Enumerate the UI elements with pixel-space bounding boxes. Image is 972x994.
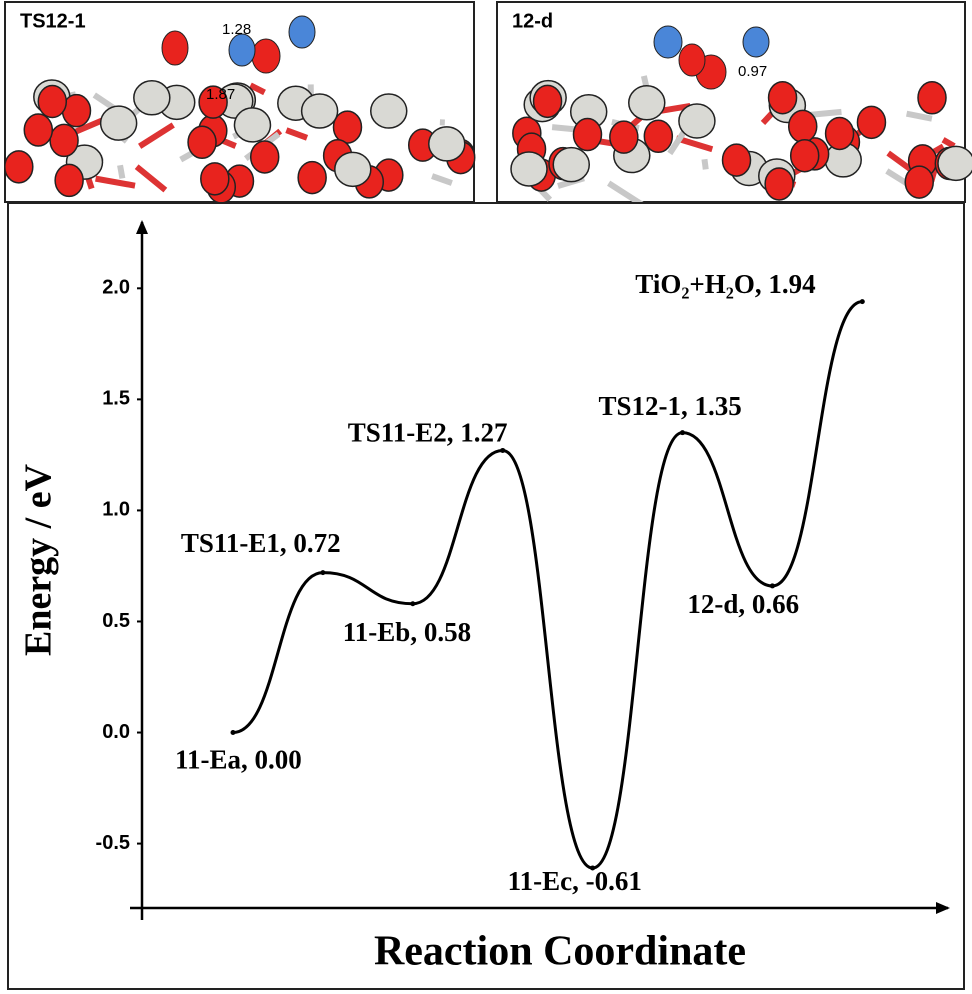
y-tick-label: 2.0 [102, 277, 130, 299]
bond [95, 175, 136, 189]
atom [300, 93, 339, 129]
data-label: 12-d, 0.66 [687, 589, 799, 619]
chart-frame [7, 202, 965, 990]
y-axis-label: Energy / eV [18, 463, 60, 656]
atom [678, 103, 716, 139]
point [680, 430, 685, 436]
distance-label: 0.97 [738, 63, 767, 80]
bond [138, 122, 175, 149]
atom [428, 126, 466, 162]
structure-panel: 12-d 0.97 [496, 1, 972, 209]
atom [198, 85, 228, 119]
atom [653, 25, 683, 59]
atom [251, 38, 281, 74]
structure-panel: TS12-1 1.28 1.87 [4, 1, 476, 204]
atom [904, 165, 934, 199]
atom [99, 105, 138, 141]
atom [334, 151, 372, 188]
y-tick-label: 0.0 [102, 721, 130, 743]
atom [228, 33, 256, 67]
bond [431, 173, 453, 186]
data-label: 11-Ea, 0.00 [175, 745, 302, 775]
data-label: TS11-E2, 1.27 [348, 418, 508, 448]
atom [764, 167, 794, 201]
atom [628, 85, 666, 121]
bond [134, 164, 168, 193]
plot-area: 2.0 1.5 1.0 0.5 0.0 -0.5 11-Ea, 0.00 TS11-E1, 0… [96, 269, 865, 896]
data-label: TS11-E1, 0.72 [181, 528, 341, 558]
point [410, 601, 416, 607]
distance-label: 1.87 [206, 86, 235, 103]
bond [667, 127, 689, 156]
atom [609, 120, 639, 154]
panel-title: 12-d [512, 10, 553, 32]
atom [510, 151, 548, 187]
atom [37, 84, 68, 119]
structure-image [4, 15, 476, 204]
structure-image [510, 25, 972, 209]
atom [643, 119, 674, 154]
atom [917, 81, 947, 115]
y-tick-label: 1.0 [102, 499, 130, 521]
atom [297, 160, 327, 195]
y-tick-label: 0.5 [102, 610, 130, 632]
distance-label: 1.28 [222, 21, 251, 38]
point [859, 299, 865, 305]
atom [787, 109, 818, 144]
atom [200, 162, 230, 196]
bond [941, 137, 956, 149]
bond [675, 135, 714, 153]
data-label: TiO₂+H₂O, 1.94 [635, 269, 815, 299]
atom [288, 15, 316, 49]
point [769, 583, 775, 589]
atom [824, 116, 855, 151]
atom [54, 163, 84, 198]
atom [721, 143, 752, 177]
y-tick-label: 1.5 [102, 388, 130, 410]
atom [742, 26, 770, 58]
atom [49, 123, 79, 158]
atom [161, 30, 189, 66]
y-tick-label: -0.5 [96, 832, 130, 854]
point [320, 570, 326, 576]
atom [369, 93, 408, 129]
atom [133, 80, 171, 116]
data-label: 11-Ec, -0.61 [508, 866, 642, 896]
atom [767, 80, 798, 115]
atom [249, 140, 280, 174]
bond [117, 164, 126, 179]
atom [572, 117, 603, 152]
data-label: TS12-1, 1.35 [599, 391, 742, 421]
atom [789, 138, 820, 173]
atom [233, 107, 272, 143]
atom [552, 146, 591, 183]
atom [187, 125, 217, 160]
x-axis-label: Reaction Coordinate [374, 929, 746, 975]
point [230, 730, 236, 736]
bond [885, 168, 909, 187]
bond [249, 82, 266, 96]
atom [532, 84, 563, 119]
atom [23, 113, 54, 147]
point [590, 865, 596, 871]
bond [285, 127, 309, 141]
atom [4, 150, 34, 184]
point [500, 447, 506, 453]
bond [701, 158, 709, 170]
atom [678, 43, 706, 77]
atom [332, 110, 363, 144]
bond [906, 110, 933, 122]
data-label: 11-Eb, 0.58 [343, 617, 471, 647]
atom [937, 145, 972, 182]
atom [856, 105, 887, 140]
panel-title: TS12-1 [20, 10, 86, 32]
